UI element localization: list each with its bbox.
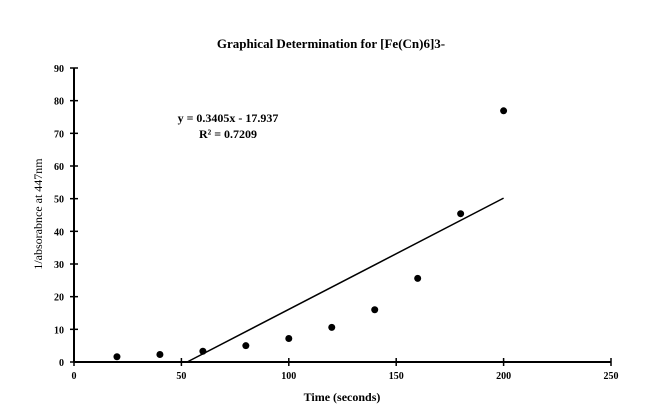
- x-tick-label: 0: [72, 371, 77, 382]
- data-points: [113, 107, 508, 361]
- y-tick-label: 0: [59, 358, 64, 369]
- x-tick-label: 150: [389, 371, 404, 382]
- x-tick-label: 200: [496, 371, 511, 382]
- data-point: [371, 306, 379, 314]
- data-point: [113, 353, 121, 361]
- r-squared-label: R² = 0.7209: [199, 127, 257, 141]
- x-axis-label: Time (seconds): [304, 390, 381, 404]
- y-tick-label: 70: [54, 129, 64, 140]
- y-tick-label: 30: [54, 260, 64, 271]
- y-tick-label: 90: [54, 64, 64, 75]
- chart-title: Graphical Determination for [Fe(Cn)6]3-: [217, 36, 445, 51]
- data-point: [457, 210, 465, 218]
- y-tick-label: 60: [54, 162, 64, 173]
- x-tick-label: 250: [604, 371, 619, 382]
- y-tick-label: 50: [54, 195, 64, 206]
- y-tick-label: 10: [54, 325, 64, 336]
- trendline-equation: y = 0.3405x - 17.937: [178, 111, 279, 125]
- trendline-group: [186, 197, 504, 363]
- y-axis-label: 1/absorabnce at 447nm: [31, 158, 45, 270]
- y-tick-label: 80: [54, 97, 64, 108]
- data-point: [500, 107, 508, 115]
- data-point: [242, 342, 250, 350]
- trendline: [186, 197, 504, 363]
- x-tick-label: 100: [281, 371, 296, 382]
- y-tick-label: 20: [54, 293, 64, 304]
- data-point: [156, 350, 164, 358]
- data-point: [328, 323, 336, 331]
- x-tick-label: 50: [176, 371, 186, 382]
- data-point: [285, 334, 293, 342]
- axes: [73, 68, 611, 363]
- y-tick-label: 40: [54, 227, 64, 238]
- data-point: [414, 274, 422, 282]
- tick-marks: 0 50 100 150 200 250 0 10 20 30 40 50 60 70 80 90: [54, 64, 619, 382]
